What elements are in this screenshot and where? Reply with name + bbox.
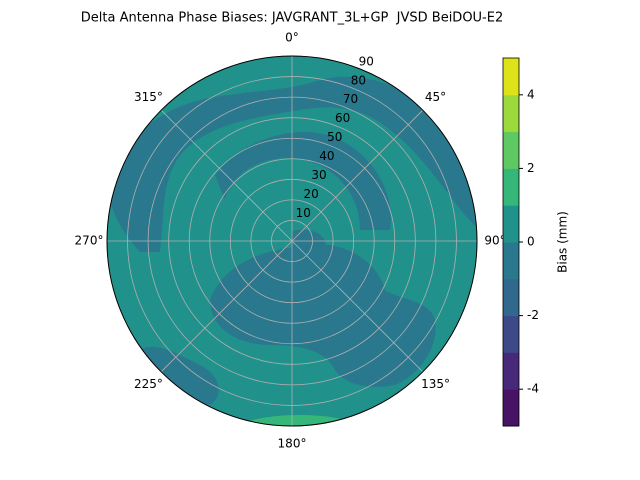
contour-region [210, 245, 436, 387]
r-tick-label: 60 [335, 111, 350, 125]
grid-spoke [160, 109, 293, 242]
contour-region [215, 132, 391, 230]
colorbar-segment [503, 389, 519, 427]
colorbar-segment [503, 168, 519, 206]
colorbar-segment [503, 94, 519, 133]
colorbar-tick-label: -4 [527, 382, 539, 396]
chart-title: Delta Antenna Phase Biases: JAVGRANT_3L+… [81, 11, 504, 26]
r-tick-label: 70 [343, 92, 358, 106]
colorbar-tick-label: 0 [527, 235, 535, 249]
theta-tick-label: 315° [134, 90, 163, 104]
colorbar-tick-label: 4 [527, 87, 535, 101]
colorbar-segment [503, 352, 519, 390]
colorbar-segment [503, 58, 519, 96]
r-tick-label: 50 [327, 130, 342, 144]
theta-tick-label: 45° [425, 90, 446, 104]
grid-spoke [160, 240, 293, 373]
grid-spoke [291, 240, 424, 373]
colorbar-segment [503, 315, 519, 353]
colorbar-segment [503, 242, 519, 280]
theta-tick-label: 180° [278, 437, 307, 451]
theta-tick-label: 135° [421, 377, 450, 391]
theta-tick-label: 90° [484, 234, 505, 248]
theta-tick-label: 225° [134, 377, 163, 391]
r-tick-label: 30 [311, 168, 326, 182]
colorbar-label: Bias (mm) [556, 211, 570, 273]
contour-region [230, 415, 360, 426]
r-tick-label: 90 [359, 54, 374, 68]
r-tick-label: 80 [351, 73, 366, 87]
r-tick-label: 40 [319, 149, 334, 163]
colorbar-segment [503, 131, 519, 169]
colorbar-segment [503, 278, 519, 317]
polar-frame [106, 55, 478, 427]
polar-grid [106, 55, 478, 427]
theta-tick-label: 0° [285, 31, 299, 45]
grid-spoke [291, 109, 424, 242]
contour-region [140, 346, 219, 405]
colorbar-tick-label: -2 [527, 308, 539, 322]
colorbar-tick-label: 2 [527, 161, 535, 175]
contour-region [107, 76, 477, 252]
colorbar-segment [503, 205, 519, 243]
theta-tick-label: 270° [75, 234, 104, 248]
r-tick-label: 20 [304, 187, 319, 201]
r-tick-label: 10 [296, 206, 311, 220]
